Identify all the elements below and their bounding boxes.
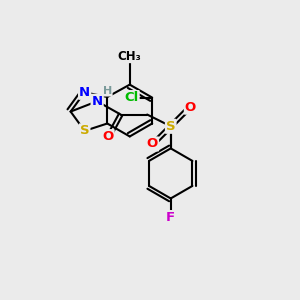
Text: H: H xyxy=(103,86,112,96)
Text: O: O xyxy=(147,137,158,151)
Text: O: O xyxy=(102,130,114,143)
Text: N: N xyxy=(79,86,90,99)
Text: S: S xyxy=(166,120,175,133)
Text: N: N xyxy=(92,95,103,108)
Text: O: O xyxy=(185,101,196,114)
Text: F: F xyxy=(166,211,175,224)
Text: Cl: Cl xyxy=(124,91,139,104)
Text: CH₃: CH₃ xyxy=(118,50,142,63)
Text: S: S xyxy=(80,124,89,137)
